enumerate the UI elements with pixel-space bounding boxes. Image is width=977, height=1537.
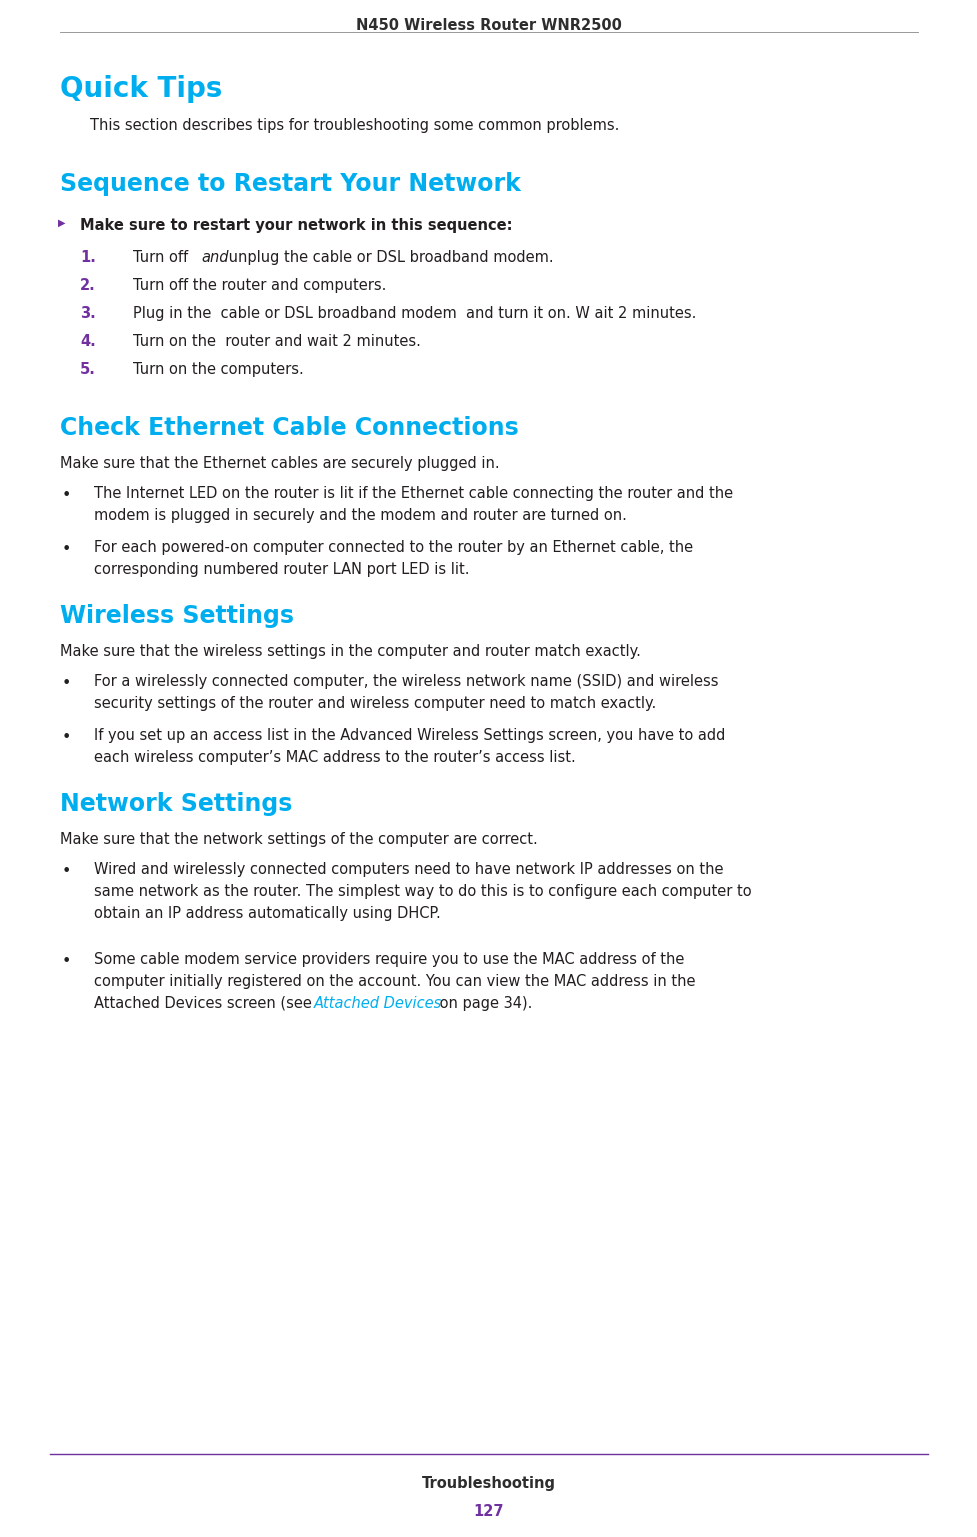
Text: 5.: 5.: [80, 363, 96, 377]
Text: Make sure to restart your network in this sequence:: Make sure to restart your network in thi…: [80, 218, 512, 234]
Text: Sequence to Restart Your Network: Sequence to Restart Your Network: [60, 172, 521, 197]
Text: This section describes tips for troubleshooting some common problems.: This section describes tips for troubles…: [90, 118, 618, 134]
Text: Turn off: Turn off: [133, 251, 192, 264]
Text: Wireless Settings: Wireless Settings: [60, 604, 294, 629]
Text: unplug the cable or DSL broadband modem.: unplug the cable or DSL broadband modem.: [224, 251, 553, 264]
Text: modem is plugged in securely and the modem and router are turned on.: modem is plugged in securely and the mod…: [94, 509, 626, 523]
Text: 3.: 3.: [80, 306, 96, 321]
Text: •: •: [62, 864, 71, 879]
Text: obtain an IP address automatically using DHCP.: obtain an IP address automatically using…: [94, 905, 441, 921]
Text: computer initially registered on the account. You can view the MAC address in th: computer initially registered on the acc…: [94, 974, 695, 988]
Text: 4.: 4.: [80, 334, 96, 349]
Text: Plug in the  cable or DSL broadband modem  and turn it on. W ait 2 minutes.: Plug in the cable or DSL broadband modem…: [133, 306, 696, 321]
Text: Attached Devices: Attached Devices: [314, 996, 442, 1011]
Text: For each powered-on computer connected to the router by an Ethernet cable, the: For each powered-on computer connected t…: [94, 539, 693, 555]
Text: •: •: [62, 543, 71, 556]
Text: Make sure that the wireless settings in the computer and router match exactly.: Make sure that the wireless settings in …: [60, 644, 640, 659]
Text: •: •: [62, 730, 71, 745]
Text: Turn off the router and computers.: Turn off the router and computers.: [133, 278, 386, 294]
Text: •: •: [62, 676, 71, 692]
Text: same network as the router. The simplest way to do this is to configure each com: same network as the router. The simplest…: [94, 884, 751, 899]
Text: Turn on the  router and wait 2 minutes.: Turn on the router and wait 2 minutes.: [133, 334, 420, 349]
Text: and: and: [201, 251, 229, 264]
Text: If you set up an access list in the Advanced Wireless Settings screen, you have : If you set up an access list in the Adva…: [94, 729, 725, 742]
Text: Make sure that the Ethernet cables are securely plugged in.: Make sure that the Ethernet cables are s…: [60, 456, 499, 470]
Text: For a wirelessly connected computer, the wireless network name (SSID) and wirele: For a wirelessly connected computer, the…: [94, 675, 718, 689]
Text: corresponding numbered router LAN port LED is lit.: corresponding numbered router LAN port L…: [94, 563, 469, 576]
Text: Turn on the computers.: Turn on the computers.: [133, 363, 304, 377]
Text: 1.: 1.: [80, 251, 96, 264]
Text: Make sure that the network settings of the computer are correct.: Make sure that the network settings of t…: [60, 832, 537, 847]
Text: •: •: [62, 489, 71, 503]
Text: security settings of the router and wireless computer need to match exactly.: security settings of the router and wire…: [94, 696, 656, 712]
Text: Check Ethernet Cable Connections: Check Ethernet Cable Connections: [60, 417, 518, 440]
Text: N450 Wireless Router WNR2500: N450 Wireless Router WNR2500: [356, 18, 621, 32]
Text: each wireless computer’s MAC address to the router’s access list.: each wireless computer’s MAC address to …: [94, 750, 575, 765]
Text: on page 34).: on page 34).: [435, 996, 532, 1011]
Text: Network Settings: Network Settings: [60, 792, 292, 816]
Text: Troubleshooting: Troubleshooting: [421, 1476, 556, 1491]
Text: Attached Devices screen (see: Attached Devices screen (see: [94, 996, 317, 1011]
Text: 2.: 2.: [80, 278, 96, 294]
Text: 127: 127: [473, 1505, 504, 1519]
Text: The Internet LED on the router is lit if the Ethernet cable connecting the route: The Internet LED on the router is lit if…: [94, 486, 733, 501]
Text: ▶: ▶: [58, 218, 65, 227]
Text: Some cable modem service providers require you to use the MAC address of the: Some cable modem service providers requi…: [94, 951, 684, 967]
Text: •: •: [62, 954, 71, 968]
Text: Quick Tips: Quick Tips: [60, 75, 222, 103]
Text: Wired and wirelessly connected computers need to have network IP addresses on th: Wired and wirelessly connected computers…: [94, 862, 723, 878]
